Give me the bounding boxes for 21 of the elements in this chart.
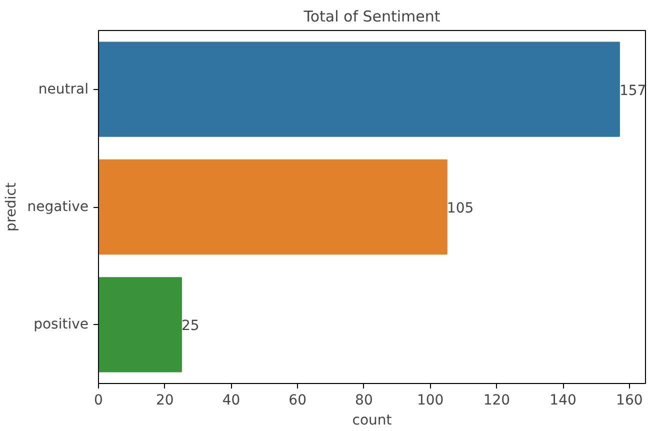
x-tick-label: 40 bbox=[222, 392, 240, 408]
y-tick-label: neutral bbox=[38, 81, 89, 98]
x-tick-label: 120 bbox=[483, 392, 510, 408]
bar bbox=[98, 159, 448, 255]
data-label: 25 bbox=[181, 318, 200, 334]
y-axis-title: predict bbox=[3, 182, 20, 232]
data-label: 105 bbox=[446, 200, 474, 216]
x-tick-label: 0 bbox=[94, 392, 103, 408]
bar bbox=[98, 42, 620, 137]
y-tick-label: positive bbox=[34, 316, 89, 333]
chart-title: Total of Sentiment bbox=[302, 8, 440, 26]
x-tick-label: 20 bbox=[156, 392, 174, 408]
x-tick-label: 80 bbox=[355, 392, 373, 408]
x-tick-label: 60 bbox=[288, 392, 307, 408]
bar bbox=[98, 277, 182, 372]
x-axis-title: count bbox=[352, 412, 392, 428]
x-tick-label: 140 bbox=[550, 392, 576, 408]
data-label: 157 bbox=[619, 82, 646, 99]
x-tick-label: 160 bbox=[616, 392, 643, 408]
y-tick-label: negative bbox=[27, 199, 89, 215]
x-tick-label: 100 bbox=[416, 392, 444, 408]
